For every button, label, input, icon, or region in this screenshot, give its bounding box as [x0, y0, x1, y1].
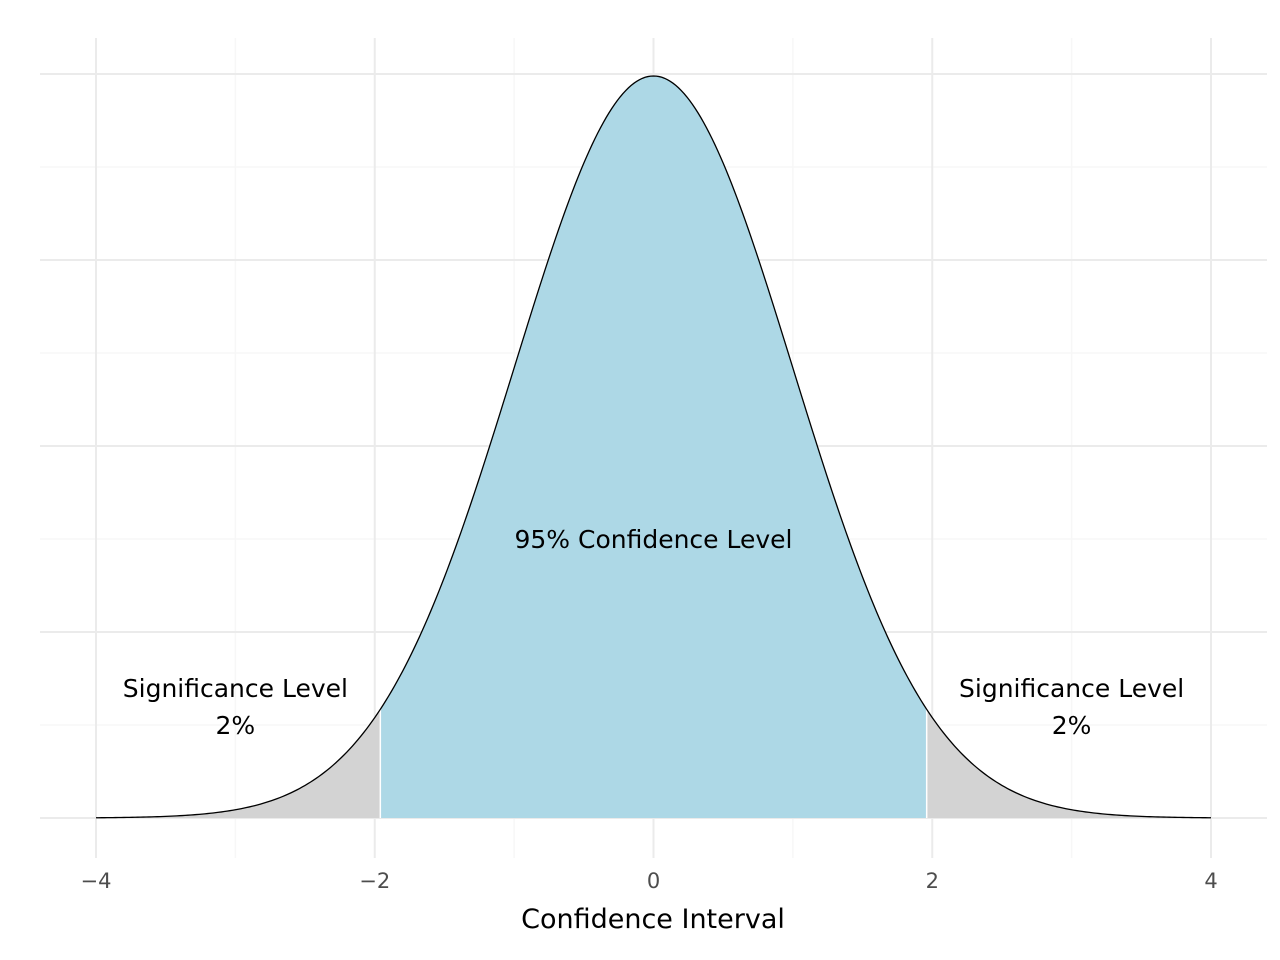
right-tail-label-line-1: 2% — [1052, 711, 1092, 740]
center-label-line-0: 95% Confidence Level — [514, 525, 792, 554]
area-right-tail — [926, 709, 1211, 818]
x-tick-label: 2 — [926, 869, 939, 893]
area-center — [380, 75, 927, 819]
density-curve — [95, 75, 1212, 819]
density-areas — [96, 75, 1211, 819]
right-tail-label-line-0: Significance Level — [959, 674, 1184, 703]
x-axis-title: Confidence Interval — [521, 904, 785, 935]
area-left-tail — [96, 709, 381, 818]
x-tick-label: −4 — [81, 869, 112, 893]
annotations: 95% Confidence Level Significance Level 2%… — [123, 525, 1184, 740]
density-curve-layer — [95, 75, 1212, 819]
x-tick-label: 4 — [1204, 869, 1217, 893]
left-tail-label-line-0: Significance Level — [123, 674, 348, 703]
left-tail-label-line-1: 2% — [216, 711, 256, 740]
x-tick-label: 0 — [647, 869, 660, 893]
x-axis-tick-labels: −4 −2 0 2 4 — [81, 869, 1218, 893]
x-tick-label: −2 — [359, 869, 390, 893]
